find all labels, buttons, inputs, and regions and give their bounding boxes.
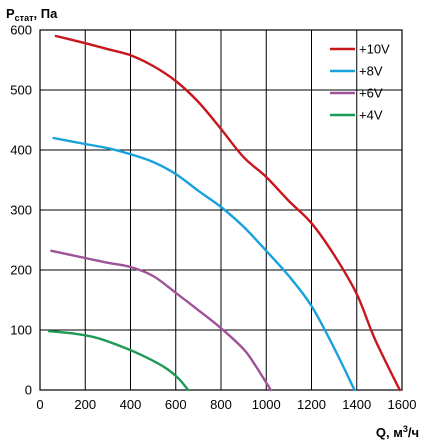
y-tick-label: 500	[10, 83, 32, 98]
series-line-4Vv	[47, 330, 190, 392]
legend-label: +8V	[359, 64, 383, 79]
x-tick-label: 0	[36, 397, 43, 412]
x-axis-title-main: Q, м	[376, 425, 403, 440]
x-axis-title: Q, м3/ч	[376, 424, 419, 440]
y-axis-title-subscript: стат	[15, 13, 34, 23]
x-tick-label: 1200	[297, 397, 326, 412]
y-tick-label: 200	[10, 263, 32, 278]
x-axis-title-unit: /ч	[408, 425, 419, 440]
legend-label: +10V	[359, 42, 390, 57]
chart-grid	[39, 29, 403, 391]
plot-frame	[39, 29, 403, 391]
y-tick-label: 400	[10, 143, 32, 158]
x-tick-label: 600	[165, 397, 187, 412]
legend-label: +6V	[359, 86, 383, 101]
x-tick-label: 200	[74, 397, 96, 412]
series-line-10Vv	[54, 34, 401, 392]
series-line-6Vv	[50, 249, 272, 392]
y-tick-label: 0	[25, 383, 32, 398]
y-axis-title-main: P	[6, 6, 15, 21]
chart-legend: +10V +8V +6V +4V	[330, 42, 390, 123]
x-tick-label: 800	[210, 397, 232, 412]
x-tick-label: 1000	[252, 397, 281, 412]
y-axis-title: Pстат, Па	[6, 6, 58, 23]
y-tick-label: 300	[10, 203, 32, 218]
chart-axes: 0 200 400 600 800 1000 1200 1400 1600 0 100 200 300 4…	[10, 23, 416, 413]
series-line-8Vv	[52, 136, 356, 392]
legend-label: +4V	[359, 108, 383, 123]
x-axis-title-superscript: 3	[403, 424, 408, 434]
y-axis-title-unit: , Па	[34, 6, 59, 21]
chart-series	[47, 34, 401, 392]
y-tick-label: 100	[10, 323, 32, 338]
y-tick-label: 600	[10, 23, 32, 38]
x-tick-label: 1400	[342, 397, 371, 412]
x-tick-label: 400	[120, 397, 142, 412]
x-tick-label: 1600	[388, 397, 417, 412]
